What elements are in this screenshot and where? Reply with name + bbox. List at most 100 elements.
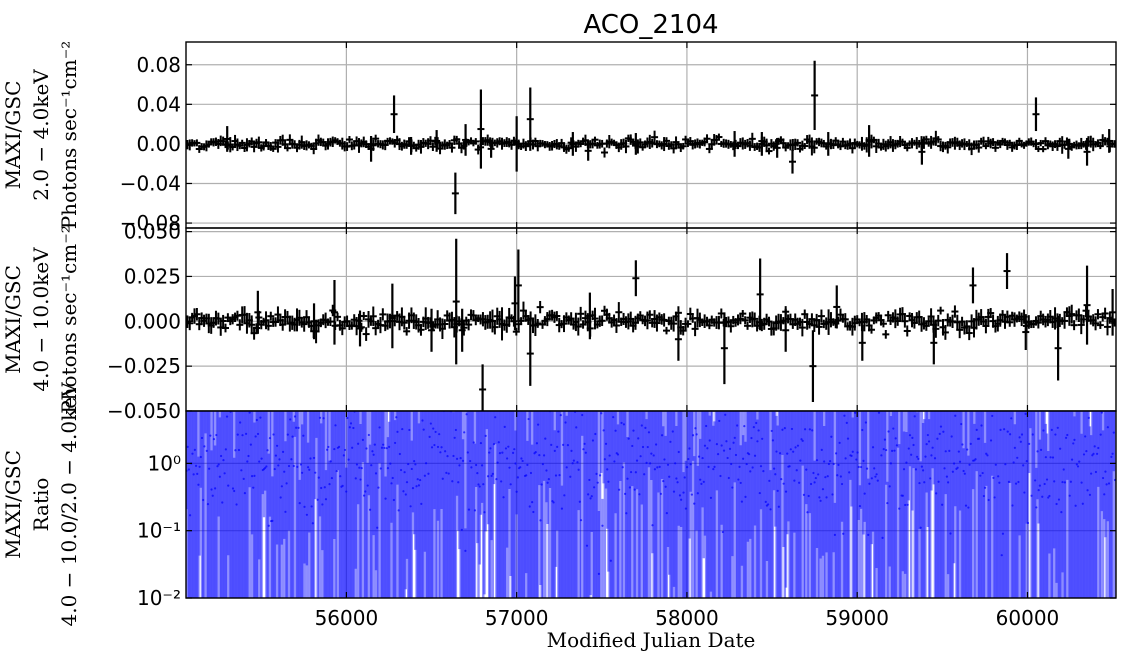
ratio-point xyxy=(589,497,592,500)
ratio-point xyxy=(352,426,355,430)
ratio-point xyxy=(316,498,319,501)
ratio-point xyxy=(397,509,400,512)
ratio-point xyxy=(627,437,630,440)
ratio-point xyxy=(666,463,670,466)
ratio-point xyxy=(429,422,432,425)
ratio-point xyxy=(805,468,808,471)
ratio-point xyxy=(855,458,858,461)
ratio-point xyxy=(386,467,390,470)
ratio-point xyxy=(351,446,354,449)
ratio-point xyxy=(782,482,785,485)
ratio-point xyxy=(863,492,866,495)
ratio-point xyxy=(906,503,909,506)
ratio-point xyxy=(914,468,918,471)
ratio-point xyxy=(695,433,698,436)
ratio-point xyxy=(910,453,913,456)
ratio-point xyxy=(602,429,605,432)
ratio-point xyxy=(658,465,661,468)
ratio-point xyxy=(790,427,794,431)
ratio-point xyxy=(935,492,938,495)
chart-title: ACO_2104 xyxy=(583,10,718,40)
ratio-point xyxy=(1087,416,1090,419)
ratio-point xyxy=(320,486,323,490)
ratio-point xyxy=(1025,459,1028,463)
ratio-point xyxy=(367,433,370,437)
ratio-point xyxy=(204,404,206,406)
ratio-point xyxy=(454,428,457,432)
ratio-point xyxy=(819,499,822,502)
ratio-point xyxy=(1060,511,1063,514)
ratio-point xyxy=(846,437,850,440)
ratio-point xyxy=(823,460,826,463)
ratio-point xyxy=(272,433,275,436)
ratio-point xyxy=(343,448,347,452)
ratio-point xyxy=(634,471,637,474)
ratio-point xyxy=(1035,506,1038,509)
ratio-point xyxy=(565,466,568,469)
ratio-point xyxy=(421,419,424,422)
ratio-point xyxy=(212,437,216,441)
ratio-point xyxy=(1053,480,1056,483)
ratio-point xyxy=(890,449,894,452)
ratio-point xyxy=(788,465,791,468)
ratio-point xyxy=(750,436,753,440)
ratio-point xyxy=(200,436,204,440)
ratio-point xyxy=(774,473,777,476)
ratio-point xyxy=(383,446,386,450)
ratio-point xyxy=(640,424,643,427)
ratio-point xyxy=(693,502,696,505)
ratio-point xyxy=(541,463,544,466)
ratio-point xyxy=(193,448,196,451)
ratio-point xyxy=(205,449,208,452)
ratio-point xyxy=(265,465,268,468)
ratio-point xyxy=(942,430,945,433)
ratio-point xyxy=(974,458,977,461)
ratio-point xyxy=(715,376,717,378)
ratio-point xyxy=(395,416,398,419)
y-axis-label: Photons sec⁻¹cm⁻² xyxy=(57,41,81,230)
ratio-point xyxy=(814,476,817,480)
ratio-point xyxy=(287,464,291,468)
ratio-point xyxy=(941,503,944,506)
ratio-point xyxy=(414,463,417,466)
ratio-point xyxy=(730,462,733,466)
ratio-point xyxy=(821,488,825,491)
ratio-point xyxy=(861,428,864,432)
ratio-point xyxy=(820,448,823,451)
ratio-point xyxy=(893,449,896,452)
ratio-point xyxy=(281,450,285,453)
ratio-point xyxy=(931,446,934,449)
ratio-point xyxy=(780,478,783,481)
ratio-point xyxy=(601,524,604,527)
ratio-point xyxy=(235,503,238,506)
ratio-point xyxy=(473,509,477,512)
ratio-point xyxy=(1034,479,1037,482)
ratio-point xyxy=(920,465,923,468)
ratio-point xyxy=(535,442,539,445)
ratio-point xyxy=(236,433,239,436)
ratio-point xyxy=(495,478,498,481)
ratio-point xyxy=(913,415,916,418)
ratio-point xyxy=(778,452,782,455)
ratio-point xyxy=(721,530,724,534)
ratio-point xyxy=(544,437,547,440)
ratio-point xyxy=(858,504,862,508)
ratio-point xyxy=(475,463,478,467)
ratio-point xyxy=(759,465,763,468)
ratio-point xyxy=(926,433,929,437)
ratio-point xyxy=(521,459,524,463)
ratio-point xyxy=(1026,521,1030,525)
ratio-point xyxy=(892,427,895,430)
ratio-point xyxy=(1101,476,1105,480)
ratio-point xyxy=(461,459,465,462)
ratio-point xyxy=(1048,494,1051,498)
ratio-point xyxy=(467,508,471,511)
ratio-point xyxy=(864,421,867,424)
ratio-point xyxy=(455,457,459,460)
ratio-point xyxy=(1092,452,1095,455)
ratio-point xyxy=(794,446,797,449)
ratio-point xyxy=(958,460,962,463)
ratio-point xyxy=(967,506,970,509)
ratio-point xyxy=(470,466,473,469)
